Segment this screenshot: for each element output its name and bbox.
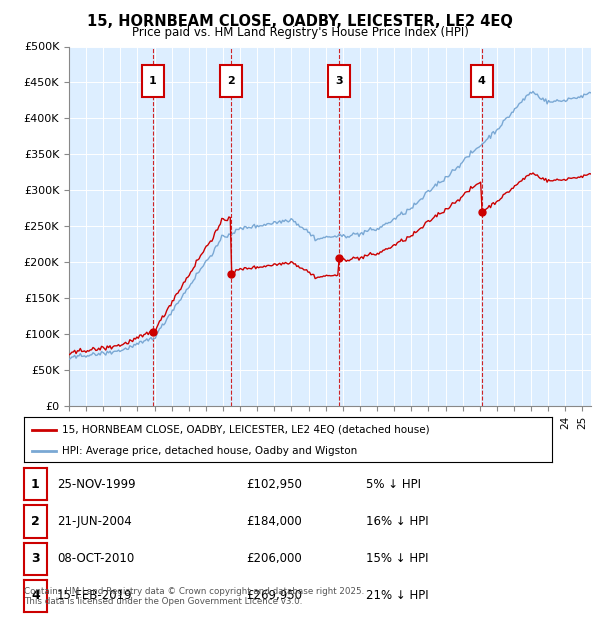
Text: £206,000: £206,000 xyxy=(246,552,302,565)
Text: 16% ↓ HPI: 16% ↓ HPI xyxy=(366,515,428,528)
Text: £102,950: £102,950 xyxy=(246,478,302,490)
Text: 4: 4 xyxy=(31,590,40,602)
Text: 1: 1 xyxy=(149,76,157,86)
Text: 4: 4 xyxy=(478,76,486,86)
Text: 15, HORNBEAM CLOSE, OADBY, LEICESTER, LE2 4EQ (detached house): 15, HORNBEAM CLOSE, OADBY, LEICESTER, LE… xyxy=(62,425,430,435)
Text: 25-NOV-1999: 25-NOV-1999 xyxy=(57,478,136,490)
Text: 2: 2 xyxy=(31,515,40,528)
Bar xyxy=(220,65,242,97)
Text: 15-FEB-2019: 15-FEB-2019 xyxy=(57,590,133,602)
Bar xyxy=(328,65,350,97)
Text: 2: 2 xyxy=(227,76,235,86)
Text: 21-JUN-2004: 21-JUN-2004 xyxy=(57,515,132,528)
Bar xyxy=(142,65,164,97)
Text: 15% ↓ HPI: 15% ↓ HPI xyxy=(366,552,428,565)
Text: HPI: Average price, detached house, Oadby and Wigston: HPI: Average price, detached house, Oadb… xyxy=(62,446,357,456)
Text: 3: 3 xyxy=(335,76,343,86)
Text: 15, HORNBEAM CLOSE, OADBY, LEICESTER, LE2 4EQ: 15, HORNBEAM CLOSE, OADBY, LEICESTER, LE… xyxy=(87,14,513,29)
Text: 5% ↓ HPI: 5% ↓ HPI xyxy=(366,478,421,490)
Bar xyxy=(470,65,493,97)
Text: Contains HM Land Registry data © Crown copyright and database right 2025.
This d: Contains HM Land Registry data © Crown c… xyxy=(24,587,364,606)
Text: 08-OCT-2010: 08-OCT-2010 xyxy=(57,552,134,565)
Text: 21% ↓ HPI: 21% ↓ HPI xyxy=(366,590,428,602)
Text: £269,950: £269,950 xyxy=(246,590,302,602)
Text: 3: 3 xyxy=(31,552,40,565)
Text: Price paid vs. HM Land Registry's House Price Index (HPI): Price paid vs. HM Land Registry's House … xyxy=(131,26,469,39)
Text: £184,000: £184,000 xyxy=(246,515,302,528)
Text: 1: 1 xyxy=(31,478,40,490)
